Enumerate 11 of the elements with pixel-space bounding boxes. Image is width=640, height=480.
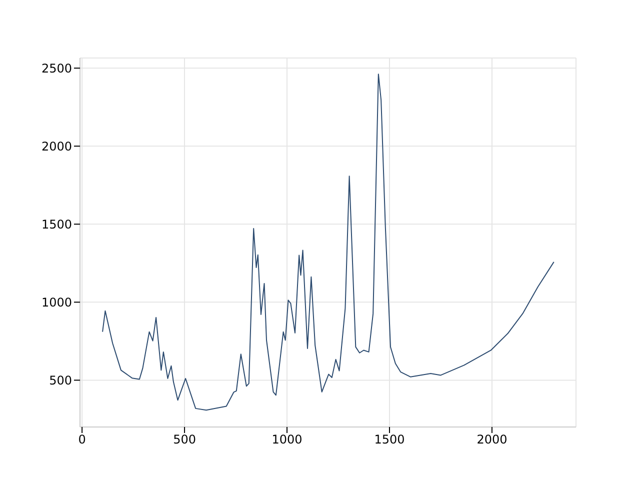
line-series <box>102 74 554 411</box>
y-tick-label: 500 <box>49 373 72 388</box>
y-tick-label: 2500 <box>41 61 72 76</box>
x-tick-label: 0 <box>78 432 86 447</box>
x-tick-label: 500 <box>173 432 196 447</box>
x-tick-label: 2000 <box>476 432 508 447</box>
x-tick-label: 1500 <box>374 432 405 447</box>
y-tick-label: 2000 <box>41 139 72 154</box>
x-tick-label: 1000 <box>272 432 302 447</box>
y-tick-label: 1000 <box>41 295 72 310</box>
y-tick-label: 1500 <box>41 217 72 232</box>
